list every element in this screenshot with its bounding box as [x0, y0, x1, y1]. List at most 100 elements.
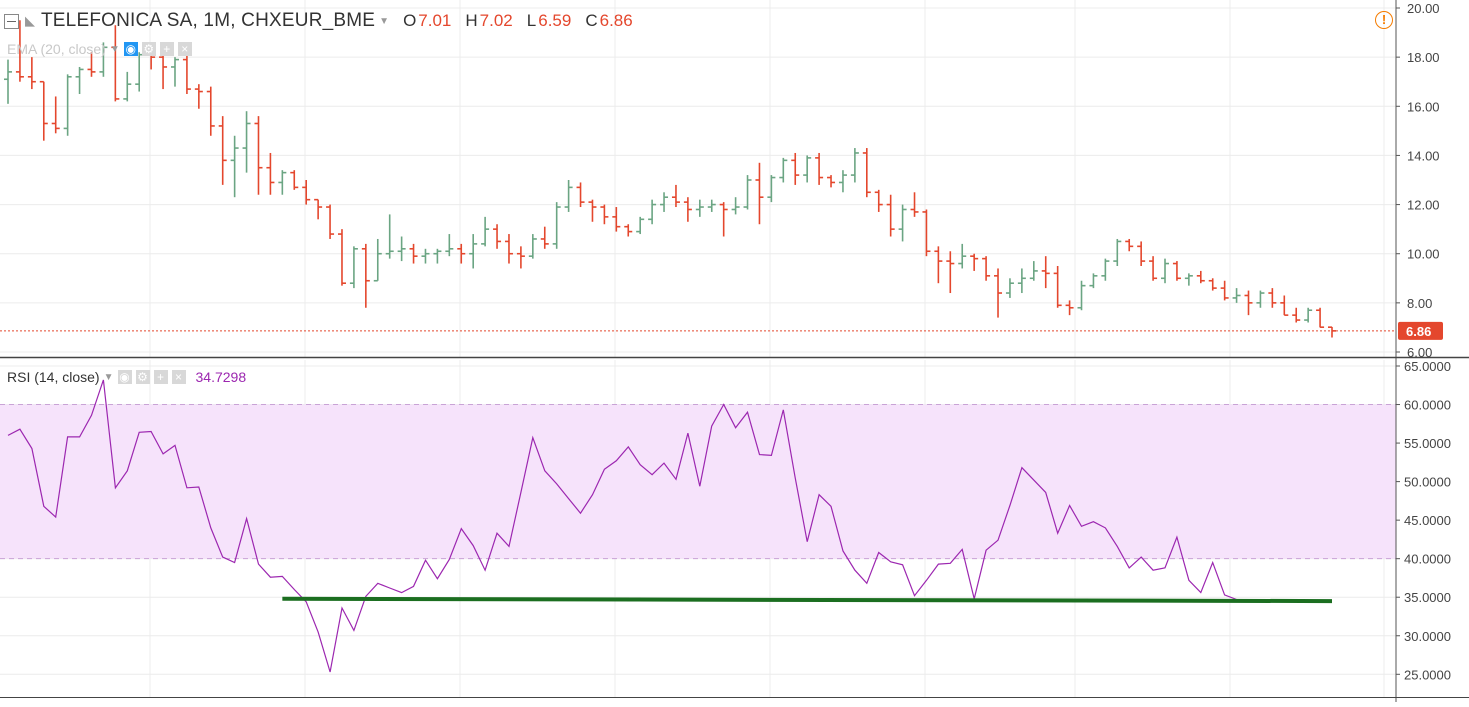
- ohlc-bar[interactable]: [349, 246, 358, 289]
- ohlc-bar[interactable]: [934, 246, 943, 284]
- ohlc-bar[interactable]: [123, 71, 132, 102]
- close-icon[interactable]: ×: [177, 42, 192, 56]
- ohlc-bar[interactable]: [15, 20, 24, 82]
- ohlc-bar[interactable]: [230, 135, 239, 198]
- ohlc-bar[interactable]: [99, 42, 108, 77]
- ohlc-bar[interactable]: [564, 180, 573, 212]
- gear-icon[interactable]: ⚙: [135, 370, 150, 384]
- ohlc-bar[interactable]: [1053, 266, 1062, 308]
- ohlc-bar[interactable]: [1041, 256, 1050, 289]
- ohlc-bar[interactable]: [1316, 307, 1325, 328]
- chevron-down-icon[interactable]: ▼: [103, 371, 114, 383]
- ohlc-bar[interactable]: [683, 197, 692, 222]
- ohlc-bar[interactable]: [63, 74, 72, 136]
- ohlc-bar[interactable]: [898, 204, 907, 242]
- ohlc-bar[interactable]: [218, 116, 227, 185]
- ohlc-bar[interactable]: [671, 184, 680, 208]
- ohlc-bar[interactable]: [385, 214, 394, 259]
- ohlc-bar[interactable]: [4, 59, 12, 104]
- ohlc-bar[interactable]: [504, 234, 513, 264]
- warning-icon[interactable]: !: [1375, 11, 1393, 29]
- ohlc-bar[interactable]: [862, 148, 871, 198]
- ohlc-bar[interactable]: [194, 84, 203, 109]
- ohlc-bar[interactable]: [815, 152, 824, 185]
- ohlc-bar[interactable]: [1232, 288, 1241, 303]
- ohlc-bar[interactable]: [457, 243, 466, 264]
- ohlc-bar[interactable]: [266, 152, 275, 195]
- eye-icon[interactable]: ◉: [117, 370, 132, 384]
- ohlc-bar[interactable]: [874, 189, 883, 212]
- ohlc-bar[interactable]: [1113, 238, 1122, 266]
- ohlc-bar[interactable]: [886, 194, 895, 237]
- ohlc-bar[interactable]: [1268, 288, 1277, 308]
- ohlc-bar[interactable]: [755, 162, 764, 225]
- ohlc-bar[interactable]: [528, 234, 537, 259]
- ohlc-bar[interactable]: [731, 197, 740, 215]
- ohlc-bar[interactable]: [39, 80, 48, 141]
- ohlc-bar[interactable]: [1005, 278, 1014, 298]
- ohlc-bar[interactable]: [838, 170, 847, 193]
- ohlc-bar[interactable]: [982, 256, 991, 281]
- ohlc-bar[interactable]: [111, 25, 120, 102]
- ohlc-bar[interactable]: [910, 192, 919, 217]
- ohlc-bar[interactable]: [1244, 290, 1253, 316]
- ohlc-bar[interactable]: [1208, 278, 1217, 291]
- ohlc-bar[interactable]: [612, 207, 621, 232]
- ohlc-bar[interactable]: [588, 199, 597, 222]
- ohlc-bar[interactable]: [1077, 280, 1086, 311]
- ohlc-bar[interactable]: [493, 224, 502, 249]
- rsi-legend[interactable]: RSI (14, close) ▼ ◉ ⚙ + × 34.7298: [7, 369, 246, 385]
- ohlc-bar[interactable]: [1017, 268, 1026, 294]
- ohlc-bar[interactable]: [27, 57, 36, 90]
- ohlc-bar[interactable]: [326, 204, 335, 239]
- ohlc-bar[interactable]: [1089, 273, 1098, 289]
- ohlc-bar[interactable]: [421, 248, 430, 264]
- ohlc-bar[interactable]: [600, 204, 609, 225]
- ohlc-bar[interactable]: [373, 238, 382, 282]
- ohlc-bar[interactable]: [1184, 273, 1193, 286]
- gear-icon[interactable]: ⚙: [141, 42, 156, 56]
- rsi-line[interactable]: [7, 379, 1237, 673]
- ohlc-bar[interactable]: [1029, 261, 1038, 281]
- ohlc-bar[interactable]: [743, 175, 752, 210]
- ohlc-bar[interactable]: [1172, 261, 1181, 281]
- plus-icon[interactable]: +: [153, 370, 168, 384]
- ohlc-bar[interactable]: [1256, 290, 1265, 308]
- ohlc-bar[interactable]: [576, 182, 585, 208]
- ohlc-bar[interactable]: [1149, 256, 1158, 281]
- chevron-down-icon[interactable]: ▼: [109, 43, 120, 55]
- ohlc-bar[interactable]: [540, 226, 549, 249]
- ohlc-bar[interactable]: [182, 54, 191, 94]
- ohlc-bar[interactable]: [1125, 238, 1134, 252]
- ohlc-bar[interactable]: [337, 229, 346, 286]
- ohlc-bar[interactable]: [624, 224, 633, 237]
- ohlc-bar[interactable]: [552, 202, 561, 249]
- ohlc-bar[interactable]: [278, 170, 287, 195]
- ohlc-bar[interactable]: [946, 251, 955, 294]
- collapse-icon[interactable]: [4, 13, 19, 29]
- ohlc-bar[interactable]: [75, 66, 84, 94]
- ohlc-bar[interactable]: [469, 234, 478, 269]
- ohlc-bar[interactable]: [994, 268, 1003, 318]
- flag-icon[interactable]: ◣: [25, 13, 35, 28]
- ema-legend[interactable]: EMA (20, close) ▼ ◉ ⚙ + ×: [7, 41, 192, 57]
- ohlc-bar[interactable]: [445, 234, 454, 257]
- ohlc-bar[interactable]: [803, 155, 812, 183]
- ohlc-bar[interactable]: [1304, 307, 1313, 323]
- eye-icon[interactable]: ◉: [123, 42, 138, 56]
- close-icon[interactable]: ×: [171, 370, 186, 384]
- ohlc-bar[interactable]: [636, 216, 645, 235]
- ohlc-bar[interactable]: [1101, 258, 1110, 281]
- ohlc-bar[interactable]: [922, 209, 931, 257]
- ohlc-bar[interactable]: [1065, 300, 1074, 316]
- ohlc-bar[interactable]: [648, 199, 657, 225]
- ohlc-bar[interactable]: [958, 243, 967, 269]
- ohlc-bar[interactable]: [170, 57, 179, 87]
- ohlc-bar[interactable]: [791, 152, 800, 185]
- ohlc-bar[interactable]: [397, 236, 406, 262]
- plus-icon[interactable]: +: [159, 42, 174, 56]
- ohlc-bar[interactable]: [660, 192, 669, 212]
- ohlc-bar[interactable]: [433, 248, 442, 264]
